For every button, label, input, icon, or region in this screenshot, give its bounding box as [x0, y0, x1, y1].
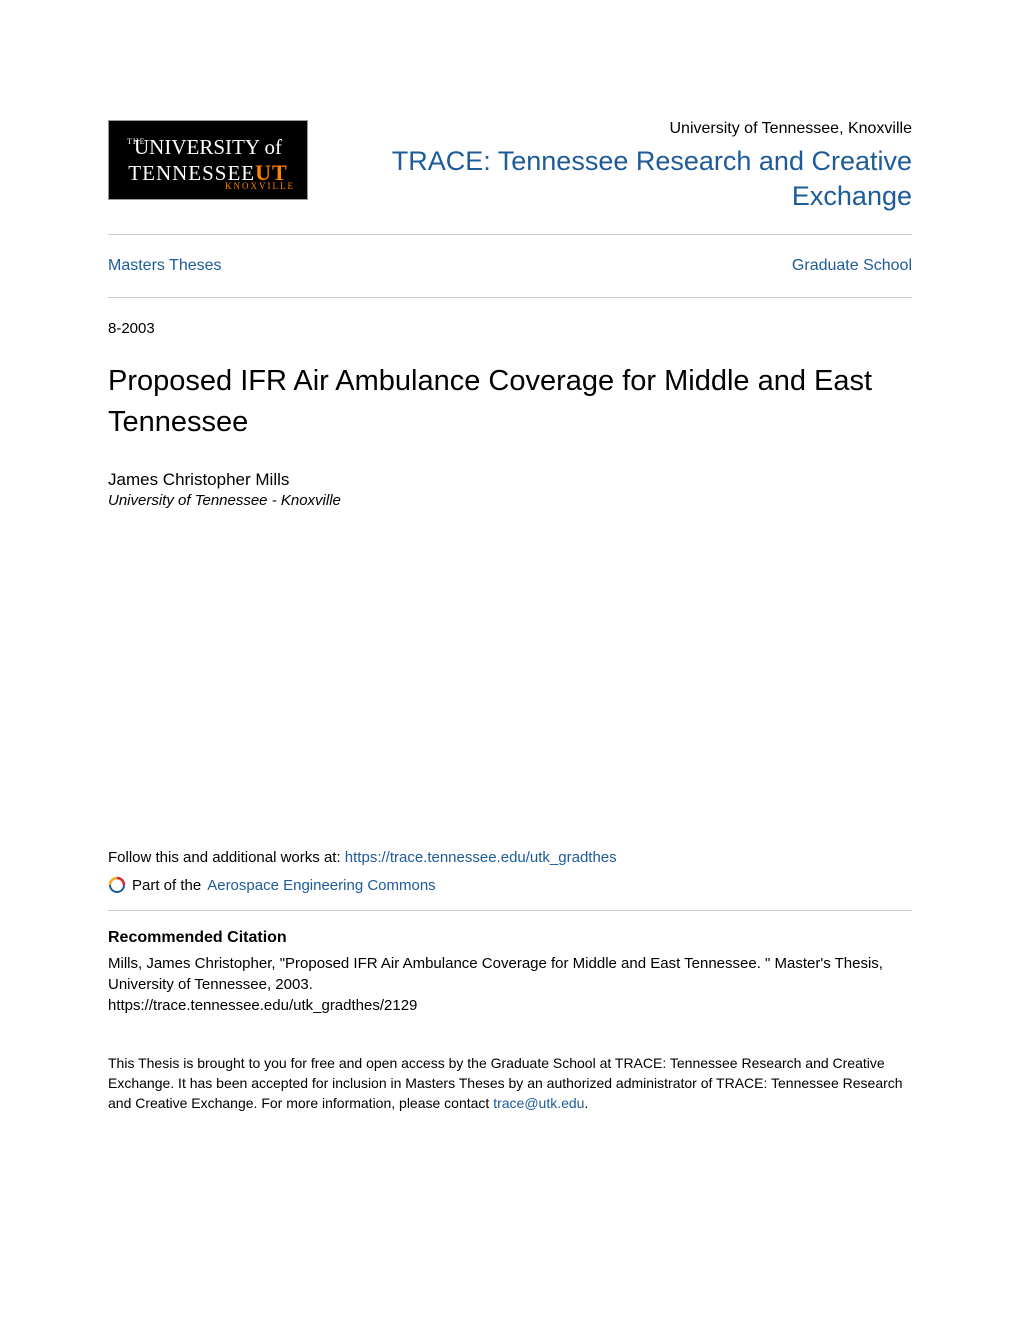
- commons-network-icon: [108, 876, 126, 894]
- logo-line1: UNIVERSITY of: [134, 135, 282, 160]
- university-name: University of Tennessee, Knoxville: [348, 120, 912, 138]
- citation-text: Mills, James Christopher, "Proposed IFR …: [108, 953, 912, 1016]
- follow-works-line: Follow this and additional works at: htt…: [108, 849, 912, 866]
- partof-commons-link[interactable]: Aerospace Engineering Commons: [207, 877, 435, 894]
- publication-date: 8-2003: [108, 320, 912, 337]
- footer-text: This Thesis is brought to you for free a…: [108, 1054, 912, 1113]
- trace-title-link[interactable]: TRACE: Tennessee Research and Creative E…: [348, 144, 912, 214]
- logo-knoxville: KNOXVILLE: [225, 181, 295, 191]
- author-name: James Christopher Mills: [108, 470, 912, 490]
- header-row: THE UNIVERSITY of TENNESSEEUT KNOXVILLE …: [108, 120, 912, 214]
- divider-citation: [108, 910, 912, 911]
- citation-url: https://trace.tennessee.edu/utk_gradthes…: [108, 997, 417, 1014]
- divider-bottom: [108, 297, 912, 298]
- footer-after: .: [584, 1095, 588, 1111]
- follow-prefix: Follow this and additional works at:: [108, 849, 345, 866]
- author-affiliation: University of Tennessee - Knoxville: [108, 492, 912, 509]
- follow-url-link[interactable]: https://trace.tennessee.edu/utk_gradthes: [345, 849, 617, 866]
- partof-prefix: Part of the: [132, 877, 201, 894]
- nav-graduate-school[interactable]: Graduate School: [792, 257, 912, 275]
- breadcrumb-nav: Masters Theses Graduate School: [108, 235, 912, 297]
- citation-heading: Recommended Citation: [108, 929, 912, 947]
- footer-email-link[interactable]: trace@utk.edu: [493, 1095, 584, 1111]
- content-spacer: [108, 509, 912, 849]
- nav-masters-theses[interactable]: Masters Theses: [108, 257, 222, 275]
- citation-line1: Mills, James Christopher, "Proposed IFR …: [108, 955, 883, 993]
- logo-the: THE: [127, 137, 146, 146]
- header-text: University of Tennessee, Knoxville TRACE…: [308, 120, 912, 214]
- university-logo[interactable]: THE UNIVERSITY of TENNESSEEUT KNOXVILLE: [108, 120, 308, 200]
- paper-title: Proposed IFR Air Ambulance Coverage for …: [108, 361, 912, 442]
- part-of-row: Part of the Aerospace Engineering Common…: [108, 876, 912, 894]
